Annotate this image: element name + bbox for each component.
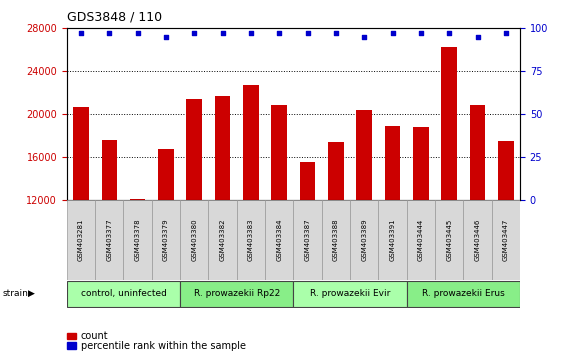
Text: GSM403391: GSM403391 [389, 218, 396, 261]
Bar [413, 127, 429, 329]
Text: GSM403389: GSM403389 [361, 218, 367, 261]
Point [189, 31, 199, 36]
Bar [328, 142, 344, 329]
Text: GSM403445: GSM403445 [446, 219, 452, 261]
Text: GSM403382: GSM403382 [220, 218, 225, 261]
Point [416, 31, 425, 36]
Bar [187, 99, 202, 329]
Bar [435, 200, 464, 280]
Bar [152, 200, 180, 280]
Text: GSM403383: GSM403383 [248, 218, 254, 261]
Point [218, 31, 227, 36]
Bar [237, 200, 265, 280]
Point [246, 31, 256, 36]
Text: percentile rank within the sample: percentile rank within the sample [81, 341, 246, 350]
Bar [464, 200, 492, 280]
Bar [95, 200, 123, 280]
Point [388, 31, 397, 36]
Text: GSM403379: GSM403379 [163, 218, 169, 261]
Bar [67, 200, 95, 280]
Text: GSM403380: GSM403380 [191, 218, 198, 261]
Text: GSM403384: GSM403384 [276, 218, 282, 261]
Bar [300, 162, 315, 329]
Point [275, 31, 284, 36]
Point [444, 31, 454, 36]
Bar [271, 104, 287, 329]
Bar [293, 200, 322, 280]
Text: GSM403446: GSM403446 [475, 219, 480, 261]
Text: GSM403281: GSM403281 [78, 218, 84, 261]
Text: count: count [81, 331, 109, 341]
Bar [469, 104, 485, 329]
Bar [265, 200, 293, 280]
Text: control, uninfected: control, uninfected [81, 289, 166, 298]
Text: GSM403388: GSM403388 [333, 218, 339, 261]
Point [331, 31, 340, 36]
Bar [356, 110, 372, 329]
Bar [293, 281, 407, 307]
Point [501, 31, 511, 36]
Point [133, 31, 142, 36]
Text: R. prowazekii Erus: R. prowazekii Erus [422, 289, 505, 298]
Bar [243, 85, 259, 329]
Bar [123, 200, 152, 280]
Text: ▶: ▶ [28, 289, 35, 298]
Bar [102, 140, 117, 329]
Bar [158, 149, 174, 329]
Bar [407, 281, 520, 307]
Text: R. prowazekii Evir: R. prowazekii Evir [310, 289, 390, 298]
Bar [215, 96, 231, 329]
Text: strain: strain [3, 289, 29, 298]
Text: GSM403447: GSM403447 [503, 219, 509, 261]
Bar [350, 200, 378, 280]
Text: GSM403378: GSM403378 [135, 218, 141, 261]
Bar [498, 141, 514, 329]
Bar [322, 200, 350, 280]
Text: R. prowazekii Rp22: R. prowazekii Rp22 [193, 289, 280, 298]
Bar [180, 281, 293, 307]
Bar [67, 281, 180, 307]
Bar [130, 199, 145, 329]
Bar [209, 200, 237, 280]
Point [303, 31, 312, 36]
Bar [492, 200, 520, 280]
Point [360, 34, 369, 40]
Point [162, 34, 171, 40]
Point [76, 31, 85, 36]
Point [473, 34, 482, 40]
Bar [385, 126, 400, 329]
Point [105, 31, 114, 36]
Bar [442, 47, 457, 329]
Text: GSM403387: GSM403387 [304, 218, 311, 261]
Bar [378, 200, 407, 280]
Bar [180, 200, 209, 280]
Bar [407, 200, 435, 280]
Text: GSM403377: GSM403377 [106, 218, 112, 261]
Bar [73, 107, 89, 329]
Text: GSM403444: GSM403444 [418, 219, 424, 261]
Text: GDS3848 / 110: GDS3848 / 110 [67, 11, 162, 24]
